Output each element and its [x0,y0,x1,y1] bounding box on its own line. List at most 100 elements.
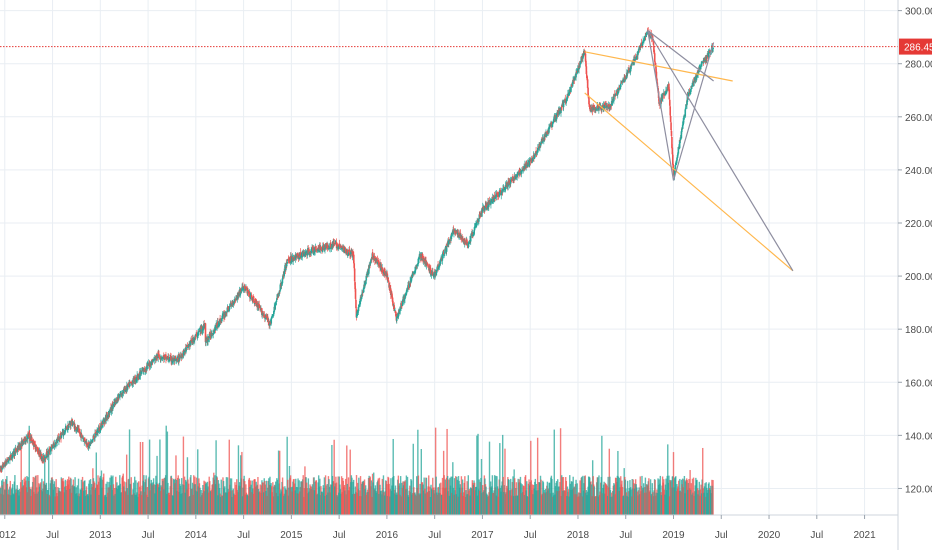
trendline[interactable] [647,30,714,82]
candle-body [207,338,209,343]
candle-body [385,272,387,277]
candle-body [187,344,190,347]
candle-body [546,133,549,134]
candle-body [176,358,178,361]
candle-body [530,159,533,161]
candle-body [417,262,419,264]
candle-body [671,147,674,155]
candle-body [586,79,589,88]
candle-body [592,105,595,111]
volume-bar [480,458,483,515]
candle-body [397,315,399,318]
candle-body [134,376,137,381]
candle-body [295,255,297,257]
candle-body [309,251,312,256]
candle-body [380,265,383,269]
candle-body [626,73,629,75]
candle-body [303,253,306,255]
candle-body [181,353,184,358]
candle-body [15,448,17,452]
candle-body [60,434,63,438]
candle-body [653,45,655,53]
candle-body [196,333,198,337]
candle-body [461,236,463,239]
candle-body [514,177,517,180]
candle-body [615,92,617,95]
candle-body [163,356,166,360]
candle-body [254,302,257,304]
candle-body [549,125,551,127]
candle-body [593,106,596,111]
candle-body [209,332,212,337]
candle-body [353,254,355,264]
candle-body [181,357,183,359]
candle-body [58,439,60,442]
candle-body [655,65,657,73]
candle-body [269,323,271,326]
trendlines[interactable] [584,30,794,272]
candle-body [35,447,38,448]
candle-body [697,70,699,76]
candle-body [358,304,361,306]
candle-body [606,105,609,106]
candle-body [458,235,460,239]
candle-body [347,252,350,256]
time-axis[interactable]: 2012 Jul 2013 Jul 2014 Jul 2015 Jul 2016 Jul 2017 J… [0,515,876,541]
candle-body [6,460,9,462]
candle-body [23,440,26,442]
volume-bar [601,435,603,515]
price-tick-label: 120.00 [905,484,932,495]
volume-bar [346,445,348,515]
candle-body [161,358,163,359]
candle-body [469,235,472,242]
candle-body [157,352,160,355]
price-axis[interactable]: 120.00 140.00 160.00 180.00 200.00 220.00 240.… [898,7,932,496]
candle-body [601,108,603,111]
candle-body [529,159,532,162]
trendline[interactable] [647,30,715,181]
candle-body [209,336,212,338]
candle-body [131,382,134,386]
candle-body [197,331,200,334]
candle-body [442,253,445,254]
candle-body [180,355,183,358]
candle-body [564,98,567,103]
candle-body [185,347,187,352]
candle-body [676,155,679,158]
candle-body [7,460,9,462]
candle-body [311,248,313,250]
candle-body [518,168,521,173]
candle-body [365,281,367,284]
candle-body [393,309,396,311]
candle-body [404,297,406,300]
candle-body [417,257,420,261]
candle-body [486,202,488,209]
candle-body [160,357,163,359]
trendline[interactable] [584,92,794,272]
trendline[interactable] [647,30,794,272]
candle-body [203,325,206,328]
time-tick-label: 2018 [567,530,590,541]
candle-body [208,337,210,339]
candle-body [83,437,86,440]
candle-body [322,246,325,248]
candle-body [89,442,92,444]
candle-body [248,292,250,294]
candle-body [407,285,409,290]
candle-body [295,256,298,258]
candle-body [712,48,714,49]
candle-body [459,232,462,238]
candle-body [302,251,304,253]
candle-body [226,311,228,313]
candle-body [300,256,303,258]
candle-body [167,356,170,360]
candle-body [40,454,43,460]
candle-body [608,104,611,110]
candle-body [129,383,131,387]
candle-body [381,267,384,272]
candle-body [465,243,467,245]
candle-body [172,359,175,362]
volume-bar [237,445,240,515]
